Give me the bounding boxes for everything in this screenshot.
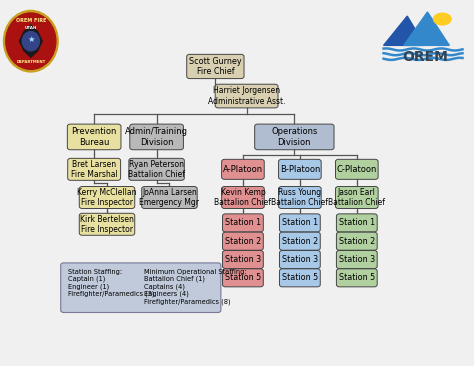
Text: Station 5: Station 5	[339, 273, 375, 282]
Text: Station 5: Station 5	[225, 273, 261, 282]
Text: JoAnna Larsen
Emergency Mgr: JoAnna Larsen Emergency Mgr	[139, 188, 200, 207]
Text: Station Staffing:
Captain (1)
Engineer (1)
Firefighter/Paramedics (3): Station Staffing: Captain (1) Engineer (…	[68, 269, 155, 297]
Text: Bret Larsen
Fire Marshal: Bret Larsen Fire Marshal	[71, 160, 118, 179]
Text: Russ Young
Battalion Chief: Russ Young Battalion Chief	[271, 188, 328, 207]
Text: ★: ★	[27, 36, 35, 44]
FancyBboxPatch shape	[67, 124, 121, 150]
FancyBboxPatch shape	[280, 269, 320, 287]
Text: Harriet Jorgensen
Administrative Asst.: Harriet Jorgensen Administrative Asst.	[208, 86, 285, 106]
Text: Kevin Kemp
Battalion Chief: Kevin Kemp Battalion Chief	[214, 188, 272, 207]
FancyBboxPatch shape	[280, 214, 320, 232]
FancyBboxPatch shape	[79, 187, 135, 209]
FancyBboxPatch shape	[215, 84, 278, 108]
Text: C-Platoon: C-Platoon	[337, 165, 377, 174]
FancyBboxPatch shape	[336, 187, 378, 209]
Text: OREM FIRE: OREM FIRE	[16, 18, 46, 23]
FancyBboxPatch shape	[279, 187, 321, 209]
FancyBboxPatch shape	[337, 269, 377, 287]
FancyBboxPatch shape	[222, 214, 264, 232]
FancyBboxPatch shape	[337, 214, 377, 232]
Text: B-Platoon: B-Platoon	[280, 165, 320, 174]
FancyBboxPatch shape	[130, 124, 183, 150]
Text: Station 3: Station 3	[339, 255, 375, 264]
FancyBboxPatch shape	[280, 250, 320, 269]
Text: A-Platoon: A-Platoon	[223, 165, 263, 174]
Text: Kerry McClellan
Fire Inspector: Kerry McClellan Fire Inspector	[77, 188, 137, 207]
Text: UTAH: UTAH	[25, 26, 37, 30]
Text: Station 3: Station 3	[282, 255, 318, 264]
FancyBboxPatch shape	[337, 250, 377, 269]
Text: Scott Gurney
Fire Chief: Scott Gurney Fire Chief	[189, 57, 242, 76]
Circle shape	[22, 31, 39, 51]
Text: Prevention
Bureau: Prevention Bureau	[72, 127, 117, 147]
FancyBboxPatch shape	[187, 54, 244, 79]
Text: Station 1: Station 1	[282, 219, 318, 227]
FancyBboxPatch shape	[222, 232, 264, 250]
Circle shape	[434, 13, 451, 25]
FancyBboxPatch shape	[336, 159, 378, 179]
Text: Station 1: Station 1	[339, 219, 375, 227]
Circle shape	[6, 13, 56, 69]
FancyBboxPatch shape	[142, 187, 197, 209]
Text: DEPARTMENT: DEPARTMENT	[16, 60, 46, 64]
Polygon shape	[404, 12, 449, 45]
Text: Station 2: Station 2	[282, 237, 318, 246]
FancyBboxPatch shape	[222, 159, 264, 179]
FancyBboxPatch shape	[79, 213, 135, 235]
FancyBboxPatch shape	[255, 124, 334, 150]
Polygon shape	[383, 16, 425, 45]
Text: Station 3: Station 3	[225, 255, 261, 264]
Text: Station 2: Station 2	[225, 237, 261, 246]
Text: Ryan Peterson
Battalion Chief: Ryan Peterson Battalion Chief	[128, 160, 185, 179]
Text: Minimum Operational Staffing:
Battalion Chief (1)
Captains (4)
Engineers (4)
Fir: Minimum Operational Staffing: Battalion …	[144, 269, 246, 305]
Circle shape	[3, 10, 58, 72]
Text: Admin/Training
Division: Admin/Training Division	[125, 127, 188, 147]
FancyBboxPatch shape	[222, 250, 264, 269]
FancyBboxPatch shape	[61, 263, 221, 313]
FancyBboxPatch shape	[337, 232, 377, 250]
Text: OREM: OREM	[402, 49, 448, 64]
FancyBboxPatch shape	[68, 158, 120, 180]
Text: Station 5: Station 5	[282, 273, 318, 282]
FancyBboxPatch shape	[222, 269, 264, 287]
Text: Jason Earl
Battalion Chief: Jason Earl Battalion Chief	[328, 188, 385, 207]
Text: Kirk Bertelsen
Fire Inspector: Kirk Bertelsen Fire Inspector	[80, 214, 134, 234]
FancyBboxPatch shape	[280, 232, 320, 250]
Text: Station 2: Station 2	[339, 237, 375, 246]
FancyBboxPatch shape	[279, 159, 321, 179]
FancyBboxPatch shape	[129, 158, 184, 180]
Text: Operations
Division: Operations Division	[271, 127, 318, 147]
FancyBboxPatch shape	[222, 187, 264, 209]
Text: Station 1: Station 1	[225, 219, 261, 227]
Polygon shape	[19, 25, 42, 57]
